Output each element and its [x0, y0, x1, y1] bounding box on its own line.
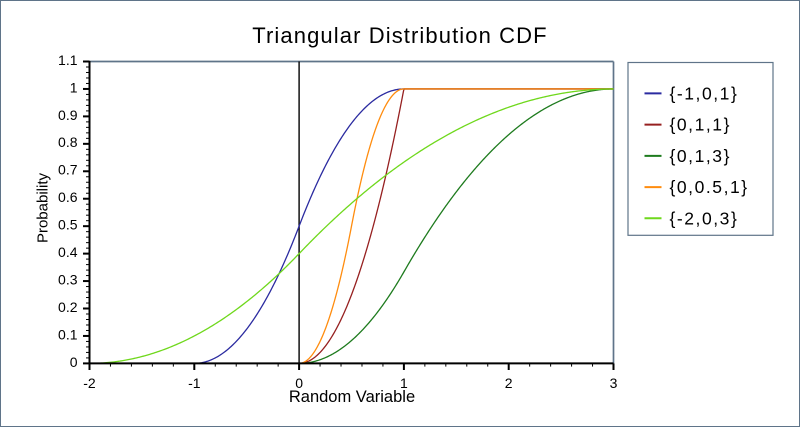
svg-text:-1: -1 — [188, 375, 201, 391]
svg-text:{0,1,1}: {0,1,1} — [670, 115, 731, 135]
svg-text:0.2: 0.2 — [58, 299, 78, 315]
svg-text:0.3: 0.3 — [58, 271, 78, 287]
svg-text:0.5: 0.5 — [58, 217, 78, 233]
svg-text:0: 0 — [295, 375, 303, 391]
svg-text:-2: -2 — [83, 375, 96, 391]
svg-text:0.7: 0.7 — [58, 162, 78, 178]
svg-text:1: 1 — [400, 375, 408, 391]
svg-text:0.8: 0.8 — [58, 134, 78, 150]
svg-text:Triangular Distribution CDF: Triangular Distribution CDF — [252, 23, 547, 48]
svg-text:0.6: 0.6 — [58, 189, 78, 205]
svg-text:0.4: 0.4 — [58, 244, 78, 260]
svg-text:0.9: 0.9 — [58, 107, 78, 123]
svg-text:Probability: Probability — [35, 172, 52, 243]
svg-text:1.1: 1.1 — [58, 52, 78, 68]
svg-text:3: 3 — [610, 375, 618, 391]
svg-text:1: 1 — [70, 79, 78, 95]
svg-text:2: 2 — [505, 375, 513, 391]
svg-text:0.1: 0.1 — [58, 326, 78, 342]
svg-text:{0,1,3}: {0,1,3} — [670, 146, 731, 166]
svg-text:0: 0 — [70, 354, 78, 370]
svg-text:Random Variable: Random Variable — [289, 388, 415, 406]
svg-text:{0,0.5,1}: {0,0.5,1} — [670, 177, 749, 197]
svg-text:{-1,0,1}: {-1,0,1} — [670, 83, 739, 103]
svg-text:{-2,0,3}: {-2,0,3} — [670, 208, 739, 228]
